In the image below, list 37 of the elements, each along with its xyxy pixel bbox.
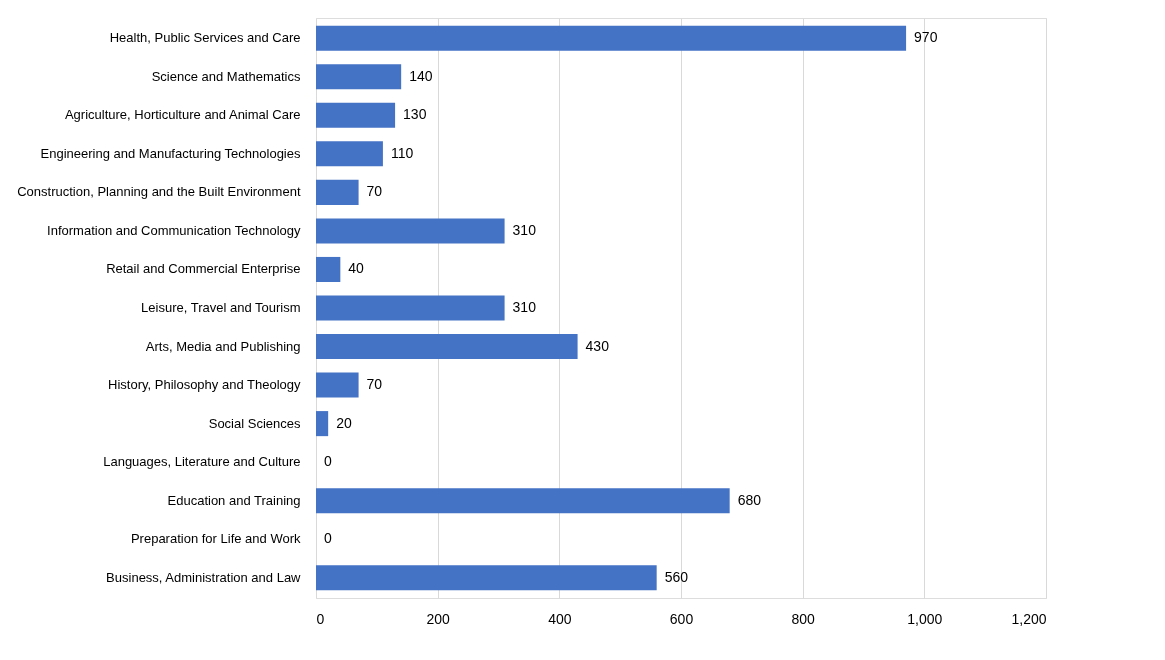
y-tick-label: Retail and Commercial Enterprise: [106, 261, 301, 277]
data-label: 20: [336, 414, 352, 431]
y-tick-label: History, Philosophy and Theology: [108, 377, 301, 393]
y-tick-label: Engineering and Manufacturing Technologies: [40, 145, 301, 161]
y-tick-label: Construction, Planning and the Built Environment: [17, 184, 301, 200]
y-tick-label: Leisure, Travel and Tourism: [141, 300, 301, 315]
data-label: 40: [348, 260, 365, 277]
data-label: 0: [324, 453, 332, 470]
y-tick-label: Business, Administration and Law: [106, 569, 302, 585]
y-tick-label: Agriculture, Horticulture and Animal Care: [64, 107, 301, 123]
y-tick-label: Information and Communication Technology: [47, 222, 301, 238]
data-label: 680: [737, 491, 762, 508]
data-label: 140: [409, 67, 433, 84]
data-label: 110: [390, 144, 414, 161]
data-label: 430: [585, 337, 610, 354]
y-tick-label: Languages, Literature and Culture: [103, 454, 301, 470]
y-tick-label: Health, Public Services and Care: [109, 30, 301, 46]
x-tick-label: 200: [426, 610, 451, 627]
data-label: 70: [366, 183, 383, 200]
y-tick-label: Science and Mathematics: [151, 68, 301, 84]
data-label: 70: [366, 376, 383, 393]
x-tick-label: 600: [669, 610, 694, 627]
y-tick-label: Social Sciences: [208, 415, 301, 431]
x-tick-label: 800: [791, 610, 816, 627]
y-tick-label: Arts, Media and Publishing: [145, 338, 301, 354]
y-tick-label: Education and Training: [167, 492, 301, 508]
data-label: 130: [403, 106, 427, 123]
x-tick-label: 1,200: [1011, 610, 1047, 627]
data-label: 310: [512, 221, 537, 238]
data-label: 560: [664, 568, 689, 585]
data-label: 970: [914, 29, 938, 46]
x-tick-label: 1,000: [907, 610, 943, 627]
y-tick-label: Preparation for Life and Work: [130, 531, 301, 547]
x-tick-label: 400: [548, 610, 572, 627]
data-label: 0: [324, 530, 332, 547]
data-label: 310: [512, 299, 537, 315]
x-tick-label: 0: [316, 610, 325, 627]
